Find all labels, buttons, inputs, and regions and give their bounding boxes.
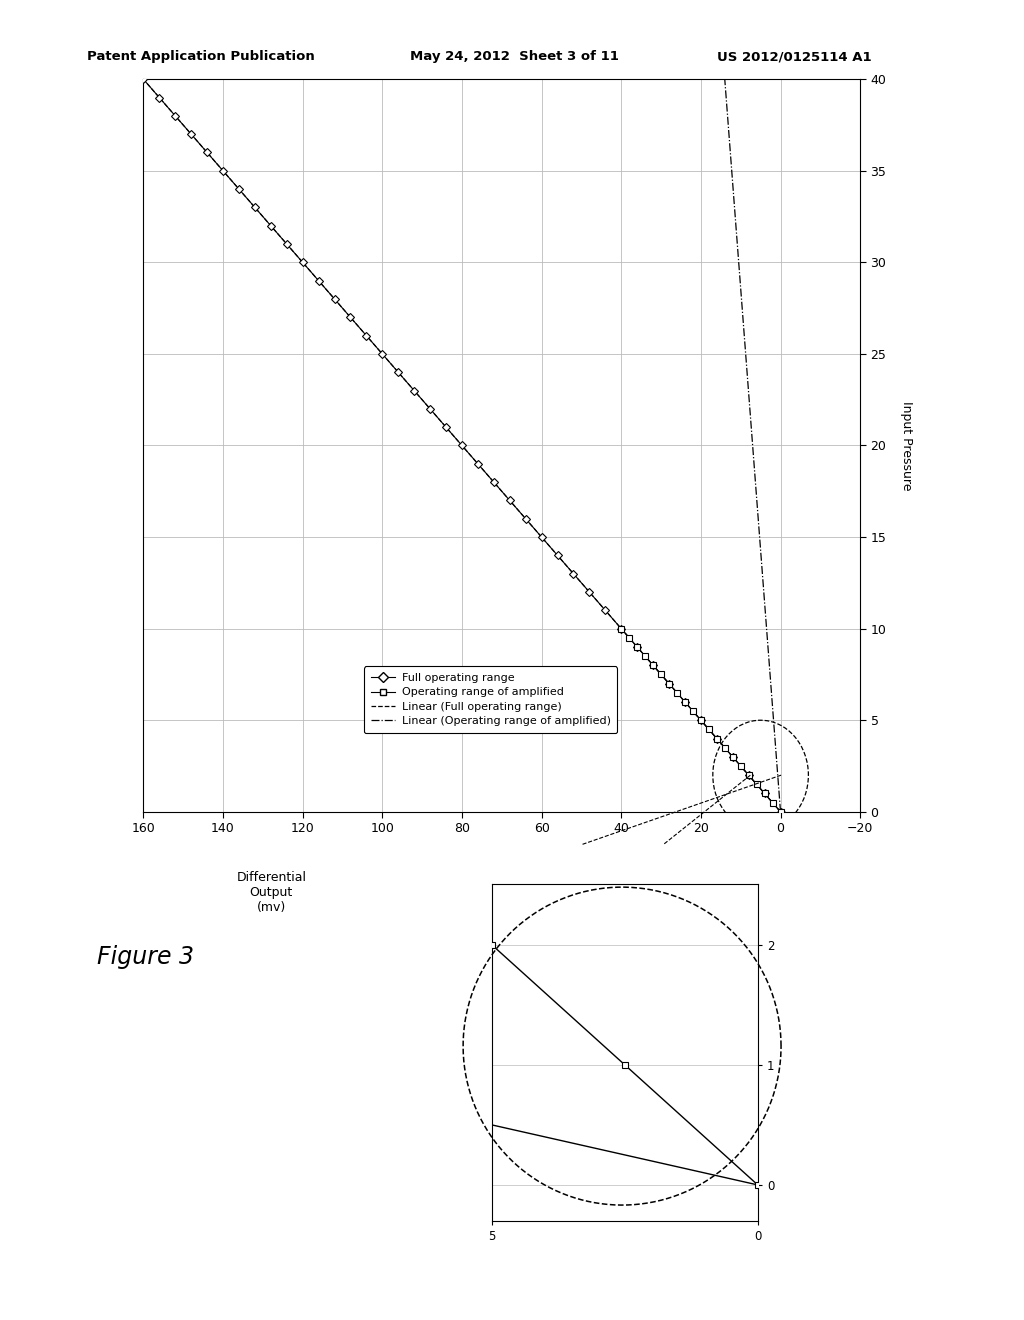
Text: US 2012/0125114 A1: US 2012/0125114 A1 <box>717 50 871 63</box>
Full operating range <box>297 255 309 271</box>
Operating range of amplified <box>711 731 723 747</box>
Operating range of amplified <box>663 676 675 692</box>
Full operating range <box>487 474 500 490</box>
Full operating range <box>472 455 484 471</box>
Operating range of amplified <box>742 767 755 783</box>
Operating range of amplified <box>734 758 746 774</box>
Full operating range <box>742 767 755 783</box>
Full operating range <box>567 566 580 582</box>
Full operating range <box>615 620 628 636</box>
Full operating range <box>249 199 261 215</box>
Full operating range <box>360 327 373 343</box>
Text: Figure 3: Figure 3 <box>97 945 195 969</box>
Full operating range <box>647 657 659 673</box>
Full operating range <box>137 71 150 87</box>
Full operating range <box>631 639 643 655</box>
Line: Full operating range: Full operating range <box>140 77 783 814</box>
Full operating range <box>774 804 786 820</box>
Operating range of amplified <box>719 739 731 755</box>
Full operating range <box>408 383 420 399</box>
Operating range of amplified <box>639 648 651 664</box>
Line: Operating range of amplified: Operating range of amplified <box>618 626 783 814</box>
Full operating range <box>376 346 388 362</box>
Full operating range <box>312 273 325 289</box>
Y-axis label: Input Pressure: Input Pressure <box>900 401 913 490</box>
Full operating range <box>392 364 404 380</box>
Full operating range <box>281 236 293 252</box>
Operating range of amplified <box>679 694 691 710</box>
Text: Patent Application Publication: Patent Application Publication <box>87 50 314 63</box>
Full operating range <box>424 401 436 417</box>
Full operating range <box>344 309 356 325</box>
Full operating range <box>440 420 453 436</box>
Legend: Full operating range, Operating range of amplified, Linear (Full operating range: Full operating range, Operating range of… <box>364 667 617 733</box>
Operating range of amplified <box>694 713 707 729</box>
Operating range of amplified <box>687 704 699 719</box>
Operating range of amplified <box>759 785 771 801</box>
Full operating range <box>169 108 181 124</box>
Text: May 24, 2012  Sheet 3 of 11: May 24, 2012 Sheet 3 of 11 <box>410 50 618 63</box>
Full operating range <box>663 676 675 692</box>
Full operating range <box>759 785 771 801</box>
Operating range of amplified <box>751 776 763 792</box>
Operating range of amplified <box>647 657 659 673</box>
Full operating range <box>217 162 229 178</box>
Operating range of amplified <box>727 748 739 764</box>
Full operating range <box>232 181 245 197</box>
Operating range of amplified <box>631 639 643 655</box>
Operating range of amplified <box>615 620 628 636</box>
Full operating range <box>519 511 531 527</box>
Full operating range <box>536 529 548 545</box>
Operating range of amplified <box>766 795 778 810</box>
Full operating range <box>456 438 468 454</box>
Full operating range <box>264 218 276 234</box>
Full operating range <box>551 548 563 564</box>
Full operating range <box>329 290 341 306</box>
Full operating range <box>599 602 611 618</box>
Full operating range <box>584 583 596 599</box>
Full operating range <box>154 90 166 106</box>
Operating range of amplified <box>702 722 715 738</box>
Operating range of amplified <box>655 667 668 682</box>
Full operating range <box>185 127 198 143</box>
Full operating range <box>727 748 739 764</box>
Full operating range <box>711 731 723 747</box>
Full operating range <box>679 694 691 710</box>
Full operating range <box>694 713 707 729</box>
Full operating range <box>504 492 516 508</box>
Text: Differential
Output
(mv): Differential Output (mv) <box>237 871 306 915</box>
Full operating range <box>201 144 213 160</box>
Operating range of amplified <box>671 685 683 701</box>
Operating range of amplified <box>774 804 786 820</box>
Operating range of amplified <box>623 630 635 645</box>
